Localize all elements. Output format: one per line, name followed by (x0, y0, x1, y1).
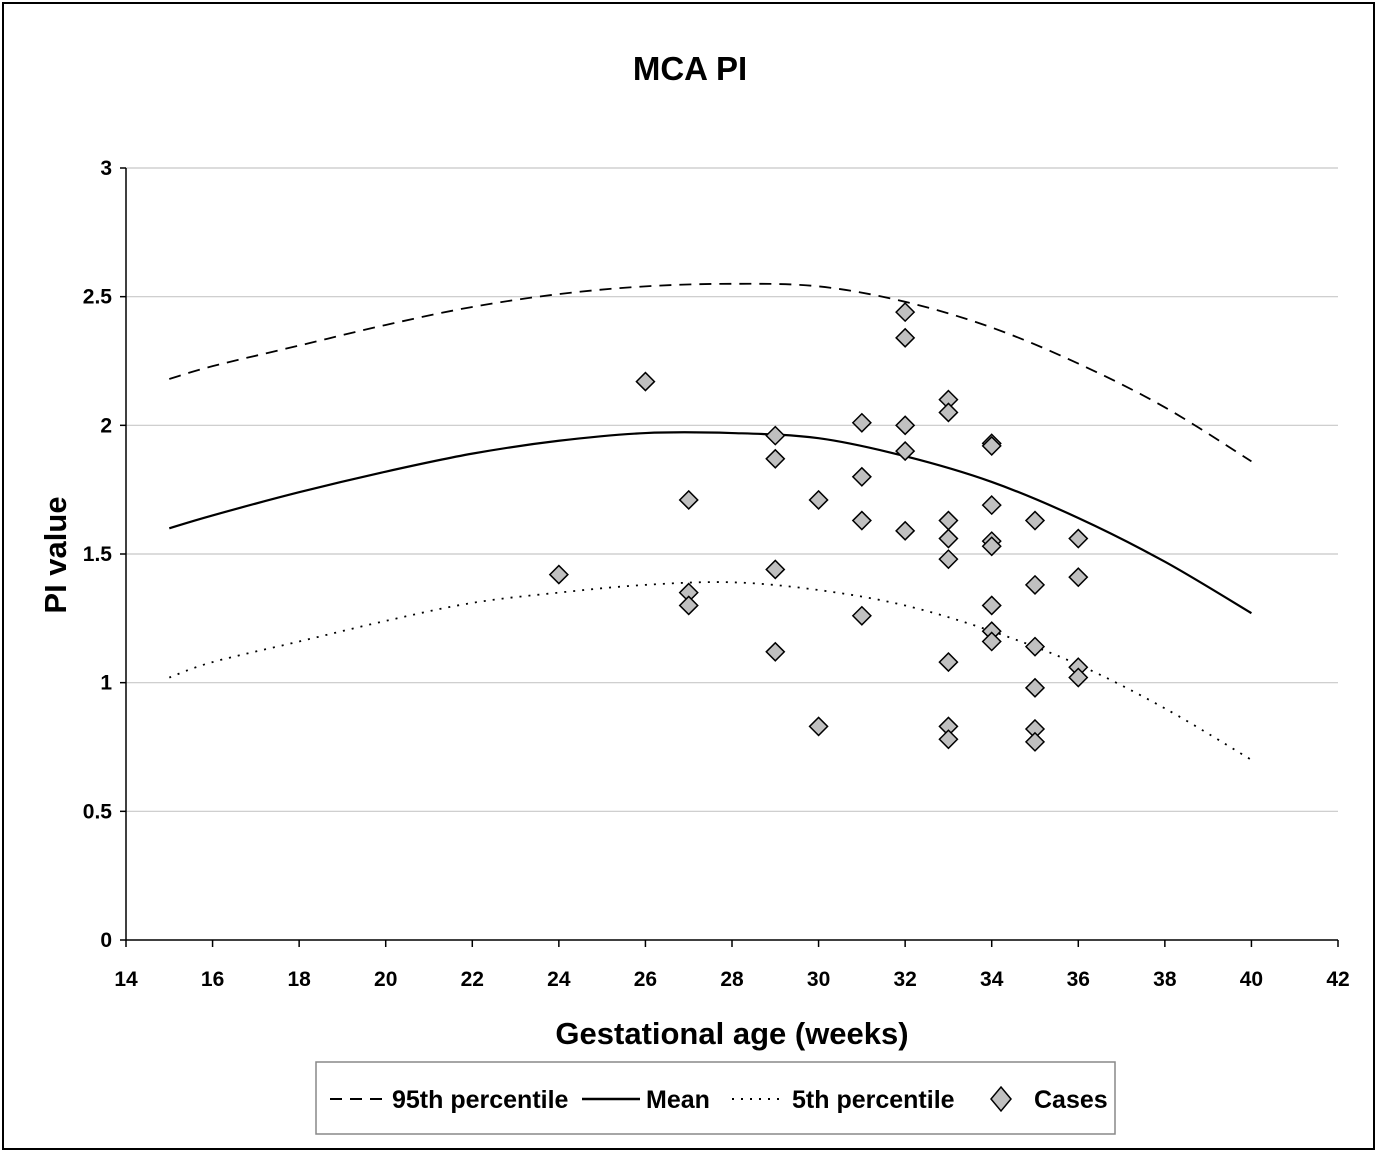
x-tick-label: 22 (461, 968, 484, 991)
case-point (938, 652, 959, 673)
case-point (678, 595, 699, 616)
case-point (1024, 574, 1046, 595)
y-axis-title: PI value (38, 496, 73, 613)
y-tick-label: 3 (100, 157, 112, 180)
x-tick-label: 24 (547, 968, 571, 991)
x-tick-label: 18 (287, 968, 311, 991)
legend-label-95th: 95th percentile (392, 1086, 569, 1114)
legend: 95th percentile Mean 5th percentile Case… (315, 1061, 1116, 1135)
case-point (1024, 677, 1046, 698)
case-point (765, 641, 786, 662)
case-point (1024, 510, 1046, 531)
case-point (938, 549, 959, 570)
y-tick-label: 1.5 (83, 543, 113, 566)
case-point (1068, 667, 1089, 688)
case-point (981, 495, 1002, 516)
gridlines (126, 167, 1338, 812)
case-point (981, 631, 1002, 652)
y-tick-label: 0.5 (83, 800, 113, 823)
legend-label-mean: Mean (646, 1086, 710, 1114)
x-tick-label: 14 (114, 968, 138, 991)
x-tick-label: 40 (1240, 968, 1263, 991)
case-point (938, 528, 959, 549)
case-points (548, 302, 1089, 752)
case-point (851, 510, 872, 531)
case-point (981, 595, 1002, 616)
case-point (938, 510, 959, 531)
y-tick-label: 0 (100, 929, 112, 952)
mean-curve (168, 431, 1252, 615)
percentile-95-curve (169, 282, 1252, 463)
case-point (895, 327, 916, 348)
x-tick-label: 16 (201, 968, 224, 991)
legend-swatch-cases (990, 1085, 1012, 1113)
case-point (851, 605, 872, 626)
x-tick-label: 26 (634, 968, 657, 991)
case-point (678, 489, 699, 511)
case-point (765, 559, 786, 580)
x-tick-label: 30 (807, 968, 830, 991)
y-tick-label: 2.5 (83, 286, 113, 309)
y-tick-label: 2 (100, 414, 112, 437)
case-point (851, 466, 872, 487)
case-point (808, 716, 829, 737)
case-point (938, 729, 959, 750)
legend-label-5th: 5th percentile (792, 1086, 955, 1114)
case-point (895, 441, 916, 462)
case-point (981, 435, 1002, 456)
case-point (808, 489, 829, 511)
x-tick-label: 20 (374, 968, 397, 991)
x-tick-label: 38 (1153, 968, 1177, 991)
case-point (548, 564, 569, 585)
case-point (765, 425, 786, 446)
y-ticks: 0 0.5 1 1.5 2 2.5 3 (83, 157, 126, 952)
x-tick-label: 32 (893, 968, 916, 991)
case-point (981, 536, 1002, 557)
x-tick-label: 28 (720, 968, 744, 991)
case-point (1024, 636, 1046, 657)
y-tick-label: 1 (100, 672, 112, 695)
x-tick-label: 34 (980, 968, 1004, 991)
case-point (765, 448, 786, 469)
case-point (1068, 528, 1089, 549)
case-point (851, 412, 872, 433)
legend-label-cases: Cases (1034, 1086, 1108, 1114)
case-point (938, 402, 959, 423)
percentile-5-curve (168, 581, 1252, 761)
case-point (635, 371, 656, 392)
case-point (895, 302, 916, 323)
case-point (1024, 731, 1046, 752)
curves (168, 282, 1252, 761)
chart-title: MCA PI (633, 50, 747, 87)
case-point (1068, 567, 1089, 588)
x-tick-label: 36 (1067, 968, 1090, 991)
x-ticks: 14 16 18 20 22 24 26 28 30 32 34 36 38 40 42 (114, 940, 1350, 991)
case-point (895, 415, 916, 436)
case-point (895, 520, 916, 541)
x-axis-title: Gestational age (weeks) (555, 1016, 908, 1051)
legend-box (315, 1061, 1116, 1135)
x-tick-label: 42 (1326, 968, 1349, 991)
